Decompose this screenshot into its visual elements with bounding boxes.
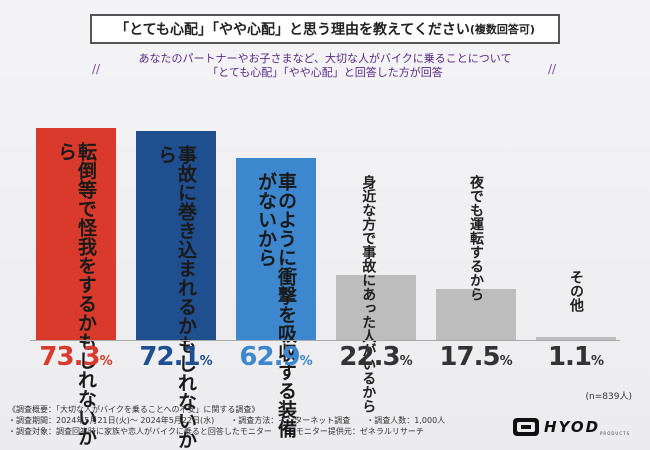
chart-subtitle-line1: あなたのパートナーやお子さまなど、大切な人がバイクに乗ることについて <box>138 52 512 65</box>
bar-label-line: かもしれないから <box>55 141 97 446</box>
value-unit: % <box>399 354 413 369</box>
value-unit: % <box>99 354 113 369</box>
bar-label-line: 身近な方で事故に <box>360 175 377 287</box>
bar-label-5: 夜でも運転するから <box>467 175 484 301</box>
bar-label-line: 夜でも運転するから <box>467 175 484 301</box>
value-unit: % <box>199 354 213 369</box>
chart-title: 「とても心配」「やや心配」と思う理由を教えてください (複数回答可) <box>90 14 560 44</box>
bar-4 <box>336 275 416 340</box>
sample-size-note: (n=839人) <box>585 392 632 402</box>
value-label-1: 73.3% <box>31 342 121 372</box>
value-unit: % <box>499 354 513 369</box>
bar-1 <box>36 127 116 340</box>
value-number: 1.1 <box>547 342 592 372</box>
chart-title-text: 「とても心配」「やや心配」と思う理由を教えてください <box>115 22 470 38</box>
bar-label-line: あった人がいるから <box>360 287 377 413</box>
hyod-logo-text: HYOD <box>544 418 601 436</box>
survey-notes-line2: ・調査期間：2024年5月21日(火)～ 2024年5月22日(水) ・調査方法… <box>8 416 446 425</box>
value-label-5: 17.5% <box>431 342 521 372</box>
bar-label-line: する装備がないから <box>255 171 297 438</box>
value-label-6: 1.1% <box>531 342 621 372</box>
bar-label-6: その他 <box>567 270 584 312</box>
value-number: 62.9 <box>239 342 300 372</box>
bar-6 <box>536 336 616 340</box>
chart-subtitle-line2: 「とても心配」「やや心配」と回答した方が回答 <box>207 66 443 79</box>
hyod-logo: HYOD <box>512 417 600 437</box>
value-label-2: 72.1% <box>131 342 221 372</box>
value-unit: % <box>299 354 313 369</box>
bar-label-3: 車のように衝撃を吸収する装備がないから <box>255 171 297 450</box>
survey-notes-line1: 《調査概要：「大切な人がバイクを乗ることへの不安」に関する調査》 <box>8 405 260 414</box>
value-number: 22.3 <box>339 342 400 372</box>
value-number: 72.1 <box>139 342 200 372</box>
bar-label-line: 車のように衝撃を吸収 <box>274 171 297 362</box>
bar-label-line: その他 <box>567 270 584 312</box>
slash-decoration-left: // <box>92 62 101 76</box>
hyod-logo-subtext: PRODUCTS <box>600 431 631 436</box>
chart-subtitle: あなたのパートナーやお子さまなど、大切な人がバイクに乗ることについて 「とても心… <box>100 52 550 80</box>
bar-label-line: 事故に巻き込まれる <box>174 145 197 317</box>
value-label-3: 62.9% <box>231 342 321 372</box>
survey-notes: 《調査概要：「大切な人がバイクを乗ることへの不安」に関する調査》 ・調査期間：2… <box>8 404 445 437</box>
bar-5 <box>436 289 516 340</box>
value-number: 73.3 <box>39 342 100 372</box>
value-number: 17.5 <box>439 342 500 372</box>
bar-3 <box>236 157 316 340</box>
survey-notes-line3: ・調査対象：調査回答時に家族や恋人がバイクに乗ると回答したモニター ・モニター提… <box>8 427 424 436</box>
value-label-4: 22.3% <box>331 342 421 372</box>
slash-decoration-right: // <box>548 62 557 76</box>
bar-label-line: 転倒等で怪我をする <box>74 141 97 313</box>
value-unit: % <box>591 354 605 369</box>
hyod-emblem-icon <box>513 418 539 436</box>
bar-label-1: 転倒等で怪我をするかもしれないから <box>55 141 97 450</box>
bar-label-2: 事故に巻き込まれるかもしれないから <box>155 145 197 450</box>
bar-2 <box>136 131 216 340</box>
x-axis-baseline <box>30 340 620 341</box>
bar-label-4: 身近な方で事故にあった人がいるから <box>360 175 377 413</box>
chart-title-suffix: (複数回答可) <box>469 23 535 36</box>
bar-label-line: かもしれないから <box>155 145 197 450</box>
